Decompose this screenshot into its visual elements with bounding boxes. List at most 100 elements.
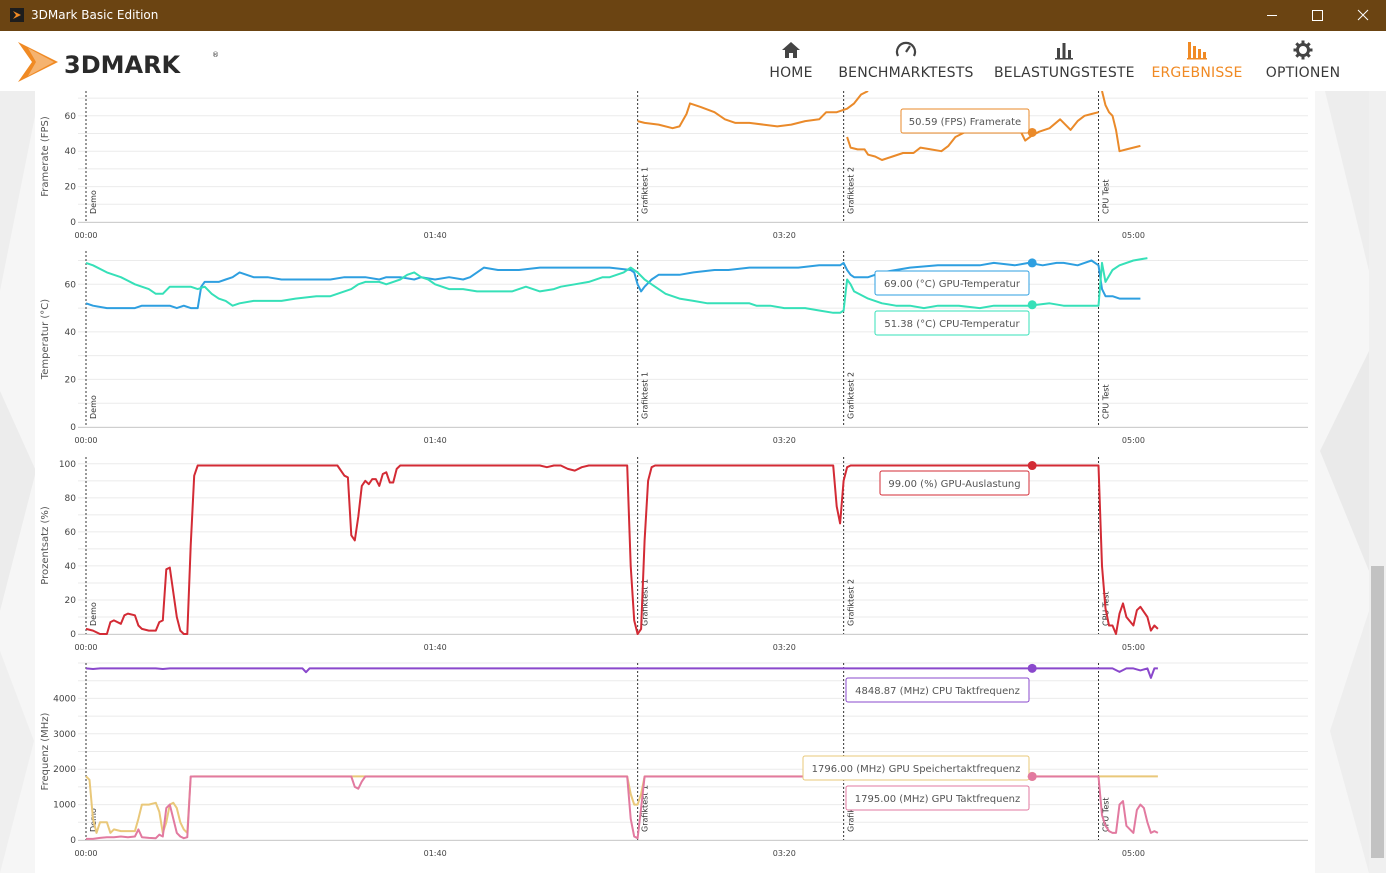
y-tick-label: 2000 [53,765,76,775]
window-title: 3DMark Basic Edition [31,8,159,22]
x-tick-label: 05:00 [1122,231,1145,240]
x-tick-label: 03:20 [773,436,796,445]
x-tick-label: 05:00 [1122,643,1145,652]
series-line-gpu-auslastung [85,464,1159,635]
hover-point [1027,258,1037,268]
scrollbar-thumb[interactable] [1371,566,1384,858]
results-content: 0 20 40 60 Framerate (FPS) 00:00 01:40 03:20 05:… [0,91,1386,873]
nav-stress-tests-label: BELASTUNGSTESTE [994,65,1135,81]
y-tick-label: 0 [70,218,76,228]
y-tick-label: 20 [65,596,77,606]
nav-stress-tests[interactable]: BELASTUNGSTESTE [994,37,1135,87]
y-tick-label: 60 [65,280,77,290]
maximize-button[interactable] [1295,0,1341,31]
y-tick-label: 60 [65,112,77,122]
test-marker-label: Grafiktest 2 [847,372,856,419]
nav-home-label: HOME [769,65,813,81]
app-icon [10,8,24,22]
home-icon [782,42,800,58]
test-marker-label: Demo [89,395,98,419]
y-axis-label: Frequenz (MHz) [40,712,51,790]
gear-icon [1293,40,1313,60]
minimize-button[interactable] [1249,0,1295,31]
tooltip-text: 50.59 (FPS) Framerate [909,117,1021,128]
hover-point [1027,300,1037,310]
value-tooltip: 99.00 (%) GPU-Auslastung [879,461,1037,496]
y-tick-label: 80 [65,494,77,504]
test-marker-label: CPU Test [1102,797,1111,832]
minimize-icon [1267,15,1277,16]
nav-results-label: ERGEBNISSE [1151,65,1243,81]
value-tooltip: 1795.00 (MHz) GPU Taktfrequenz [845,771,1037,811]
charts-area: 0 20 40 60 Framerate (FPS) 00:00 01:40 03:20 05:… [40,91,1308,858]
x-tick-label: 05:00 [1122,849,1145,858]
nav-options[interactable]: OPTIONEN [1262,37,1344,87]
series-line-cpu-taktfrequenz [85,667,1158,679]
y-axis-label: Temperatur (°C) [40,299,51,380]
logo-text: 3DMARK [64,51,182,79]
x-tick-label: 03:20 [773,643,796,652]
tooltip-text: 99.00 (%) GPU-Auslastung [888,479,1020,490]
y-tick-label: 20 [65,183,77,193]
x-tick-label: 00:00 [74,436,97,445]
series-line-framerate [637,91,869,130]
close-icon [1357,9,1369,21]
close-button[interactable] [1340,0,1386,31]
nav-home[interactable]: HOME [762,37,820,87]
y-tick-label: 100 [59,460,76,470]
tooltip-text: 69.00 (°C) GPU-Temperatur [884,279,1021,290]
test-marker-label: Grafiktest 1 [641,785,650,832]
tooltip-box [802,755,1030,781]
x-tick-label: 01:40 [424,849,447,858]
series-line-cpu-temperatur [85,257,1148,314]
x-tick-label: 03:20 [773,849,796,858]
x-tick-label: 00:00 [74,231,97,240]
logo-mark-icon [18,42,58,82]
background-pattern [0,91,1369,873]
test-marker-label: Demo [89,190,98,214]
x-tick-label: 00:00 [74,849,97,858]
y-tick-label: 20 [65,375,77,385]
series-line-gpu-speichertaktfrequenz [85,775,1158,834]
test-marker-label: Grafiktest 1 [641,372,650,419]
x-tick-label: 03:20 [773,231,796,240]
tooltip-box [845,677,1030,703]
chart-2: 0 20 40 60 Temperatur (°C) 00:00 01:40 03:20 05:… [40,251,1308,445]
y-tick-label: 40 [65,562,77,572]
x-tick-label: 01:40 [424,436,447,445]
hover-point [1027,771,1037,781]
speedometer-icon [895,41,917,57]
nav-benchmarks-label: BENCHMARKTESTS [838,65,974,81]
x-tick-label: 00:00 [74,643,97,652]
y-tick-label: 60 [65,528,77,538]
value-tooltip: 1796.00 (MHz) GPU Speichertaktfrequenz [802,755,1037,781]
x-tick-label: 01:40 [424,231,447,240]
tooltip-box [879,470,1030,496]
tooltip-box [900,108,1030,134]
window-titlebar: 3DMark Basic Edition [0,0,1386,31]
value-tooltip: 4848.87 (MHz) CPU Taktfrequenz [845,663,1037,703]
3dmark-logo[interactable]: 3DMARK ® [18,36,228,84]
chart-3: 0 20 40 60 80 100 Prozentsatz (%) 00:00 01:40 03:… [40,457,1308,652]
results-chart-icon [1187,42,1207,60]
maximize-icon [1312,10,1323,21]
hover-point [1027,461,1037,471]
test-marker-label: CPU Test [1102,179,1111,214]
value-tooltip: 51.38 (°C) CPU-Temperatur [874,300,1037,336]
value-tooltip: 50.59 (FPS) Framerate [900,108,1037,137]
y-tick-label: 40 [65,147,77,157]
nav-results[interactable]: ERGEBNISSE [1150,37,1244,87]
test-marker-label: Grafiktest 1 [641,579,650,626]
nav-benchmarks[interactable]: BENCHMARKTESTS [836,37,976,87]
tooltip-box [874,310,1030,336]
value-tooltip: 69.00 (°C) GPU-Temperatur [874,258,1037,296]
y-axis-label: Prozentsatz (%) [40,506,51,585]
tooltip-text: 51.38 (°C) CPU-Temperatur [884,319,1020,330]
y-tick-label: 4000 [53,694,76,704]
x-tick-label: 01:40 [424,643,447,652]
y-tick-label: 40 [65,328,77,338]
test-marker-label: CPU Test [1102,384,1111,419]
vertical-scrollbar[interactable] [1369,91,1386,873]
x-tick-label: 05:00 [1122,436,1145,445]
